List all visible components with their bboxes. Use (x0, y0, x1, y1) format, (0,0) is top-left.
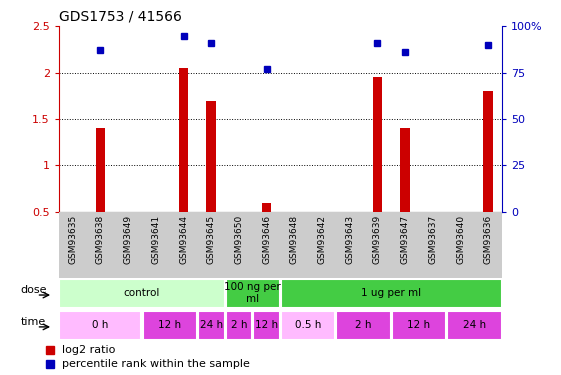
Text: 12 h: 12 h (255, 320, 278, 330)
Text: GSM93639: GSM93639 (373, 215, 382, 264)
Text: 0.5 h: 0.5 h (295, 320, 321, 330)
Text: 100 ng per
ml: 100 ng per ml (224, 282, 281, 304)
Bar (447, 311, 502, 340)
Text: GSM93650: GSM93650 (234, 215, 243, 264)
Bar (226, 311, 252, 340)
Text: GSM93643: GSM93643 (345, 215, 354, 264)
Bar (373, 77, 382, 212)
Text: GSM93645: GSM93645 (207, 215, 216, 264)
Text: dose: dose (21, 285, 47, 295)
Text: 0 h: 0 h (92, 320, 109, 330)
Bar (262, 202, 272, 212)
Bar (281, 279, 502, 308)
Bar (226, 279, 280, 308)
Text: 24 h: 24 h (200, 320, 223, 330)
Text: time: time (21, 317, 46, 327)
Bar (59, 279, 224, 308)
Bar (281, 311, 335, 340)
Bar (59, 311, 141, 340)
Text: 12 h: 12 h (407, 320, 430, 330)
Text: GSM93648: GSM93648 (290, 215, 299, 264)
Text: GSM93646: GSM93646 (262, 215, 271, 264)
Text: GSM93644: GSM93644 (179, 215, 188, 264)
Text: GSM93635: GSM93635 (68, 215, 77, 264)
Text: GSM93641: GSM93641 (151, 215, 160, 264)
Text: 2 h: 2 h (355, 320, 372, 330)
Bar (95, 128, 105, 212)
Bar (337, 311, 391, 340)
Text: GSM93640: GSM93640 (456, 215, 465, 264)
Text: log2 ratio: log2 ratio (62, 345, 115, 355)
Bar (392, 311, 446, 340)
Bar (254, 311, 280, 340)
Text: GSM93638: GSM93638 (96, 215, 105, 264)
Bar (484, 91, 493, 212)
Text: GDS1753 / 41566: GDS1753 / 41566 (59, 10, 182, 24)
Text: GSM93636: GSM93636 (484, 215, 493, 264)
Text: 24 h: 24 h (463, 320, 486, 330)
Bar (142, 311, 197, 340)
Text: GSM93649: GSM93649 (123, 215, 132, 264)
Text: 1 ug per ml: 1 ug per ml (361, 288, 421, 298)
Text: 2 h: 2 h (231, 320, 247, 330)
Bar (206, 100, 216, 212)
Bar (198, 311, 224, 340)
Text: GSM93647: GSM93647 (401, 215, 410, 264)
Text: percentile rank within the sample: percentile rank within the sample (62, 359, 250, 369)
Text: 12 h: 12 h (158, 320, 181, 330)
Bar (401, 128, 410, 212)
Text: control: control (124, 288, 160, 298)
Text: GSM93642: GSM93642 (318, 215, 327, 264)
Text: GSM93637: GSM93637 (429, 215, 438, 264)
Bar (179, 68, 188, 212)
